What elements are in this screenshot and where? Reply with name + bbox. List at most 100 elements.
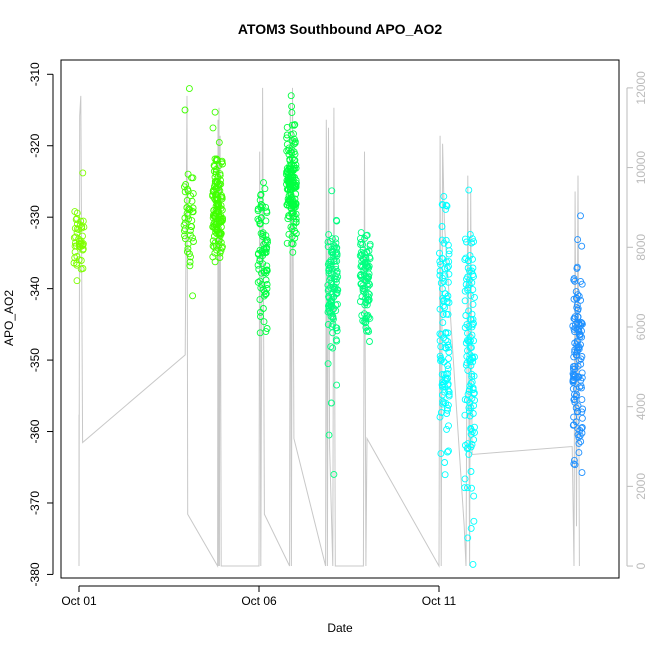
- data-point: [325, 259, 333, 267]
- data-point: [445, 388, 453, 396]
- data-point: [572, 351, 580, 359]
- data-point: [287, 92, 295, 100]
- data-point: [465, 186, 473, 194]
- data-point: [364, 326, 372, 334]
- data-point: [77, 265, 85, 273]
- data-point: [570, 295, 578, 303]
- data-point: [216, 254, 224, 261]
- data-point: [570, 456, 578, 464]
- data-point: [255, 217, 263, 225]
- data-point: [468, 373, 476, 381]
- data-point: [465, 355, 473, 363]
- data-point: [444, 448, 451, 456]
- data-point: [291, 139, 299, 147]
- data-point: [330, 470, 338, 478]
- data-point: [575, 345, 583, 353]
- data-point: [470, 238, 478, 246]
- data-point: [467, 524, 475, 532]
- y-tick-label: -310: [28, 62, 42, 86]
- data-point: [441, 344, 449, 351]
- data-point: [72, 216, 80, 223]
- data-point: [324, 321, 332, 328]
- data-point: [574, 362, 582, 370]
- data-point: [216, 232, 224, 240]
- data-point: [439, 294, 447, 302]
- data-point: [578, 414, 586, 422]
- data-point: [333, 289, 341, 297]
- data-point: [464, 390, 472, 398]
- data-point: [445, 422, 452, 430]
- data-point: [444, 365, 452, 373]
- data-point: [357, 280, 365, 288]
- data-point: [358, 312, 366, 319]
- data-point: [571, 363, 579, 370]
- data-point: [570, 421, 578, 429]
- data-point: [287, 131, 295, 139]
- data-point: [359, 241, 367, 249]
- data-point: [471, 423, 478, 431]
- data-point: [289, 248, 297, 256]
- data-point: [469, 300, 477, 308]
- secondary-y-tick-label: 6000: [634, 313, 648, 340]
- data-point: [218, 243, 226, 251]
- data-point: [263, 281, 271, 288]
- data-point: [571, 461, 579, 469]
- data-point: [570, 372, 578, 380]
- data-point: [465, 323, 473, 330]
- data-point: [79, 169, 87, 177]
- y-tick-label: -330: [28, 205, 42, 229]
- data-point: [443, 406, 451, 414]
- data-point: [463, 445, 471, 453]
- data-point: [357, 229, 365, 237]
- data-point: [463, 275, 470, 283]
- data-point: [216, 214, 224, 221]
- data-point: [441, 471, 449, 479]
- data-point: [571, 313, 579, 321]
- data-point: [256, 296, 264, 304]
- data-point: [325, 269, 333, 277]
- data-point: [325, 267, 333, 275]
- data-point: [438, 254, 446, 262]
- data-point: [327, 283, 334, 291]
- data-point: [578, 319, 585, 327]
- data-point: [445, 250, 453, 258]
- data-point: [327, 257, 335, 265]
- data-point: [285, 165, 293, 173]
- data-point: [213, 195, 220, 203]
- data-point: [255, 265, 263, 273]
- data-point: [443, 425, 451, 433]
- data-point: [181, 219, 189, 227]
- data-point: [577, 296, 585, 304]
- data-point: [438, 200, 446, 208]
- data-point: [442, 258, 450, 266]
- data-point: [445, 270, 453, 278]
- data-point: [470, 517, 478, 525]
- data-point: [571, 395, 578, 403]
- data-point: [260, 318, 268, 326]
- data-point: [356, 272, 364, 280]
- data-point: [185, 85, 193, 93]
- data-point: [185, 250, 193, 258]
- data-point: [366, 338, 373, 345]
- data-point: [292, 161, 300, 169]
- data-point: [189, 190, 197, 198]
- data-point: [468, 484, 475, 492]
- data-point: [256, 277, 264, 285]
- data-point: [333, 381, 341, 389]
- data-point: [470, 492, 478, 500]
- data-point: [360, 318, 368, 326]
- x-axis-label: Date: [327, 621, 353, 635]
- data-point: [327, 343, 335, 351]
- data-point: [462, 339, 470, 347]
- data-point: [287, 164, 294, 172]
- data-point: [73, 209, 81, 217]
- data-point: [73, 252, 81, 260]
- data-point: [259, 252, 267, 260]
- data-point: [444, 380, 452, 388]
- data-point: [444, 329, 452, 337]
- data-point: [189, 292, 197, 300]
- data-point: [188, 174, 195, 182]
- data-point: [573, 301, 581, 309]
- data-point: [570, 460, 578, 468]
